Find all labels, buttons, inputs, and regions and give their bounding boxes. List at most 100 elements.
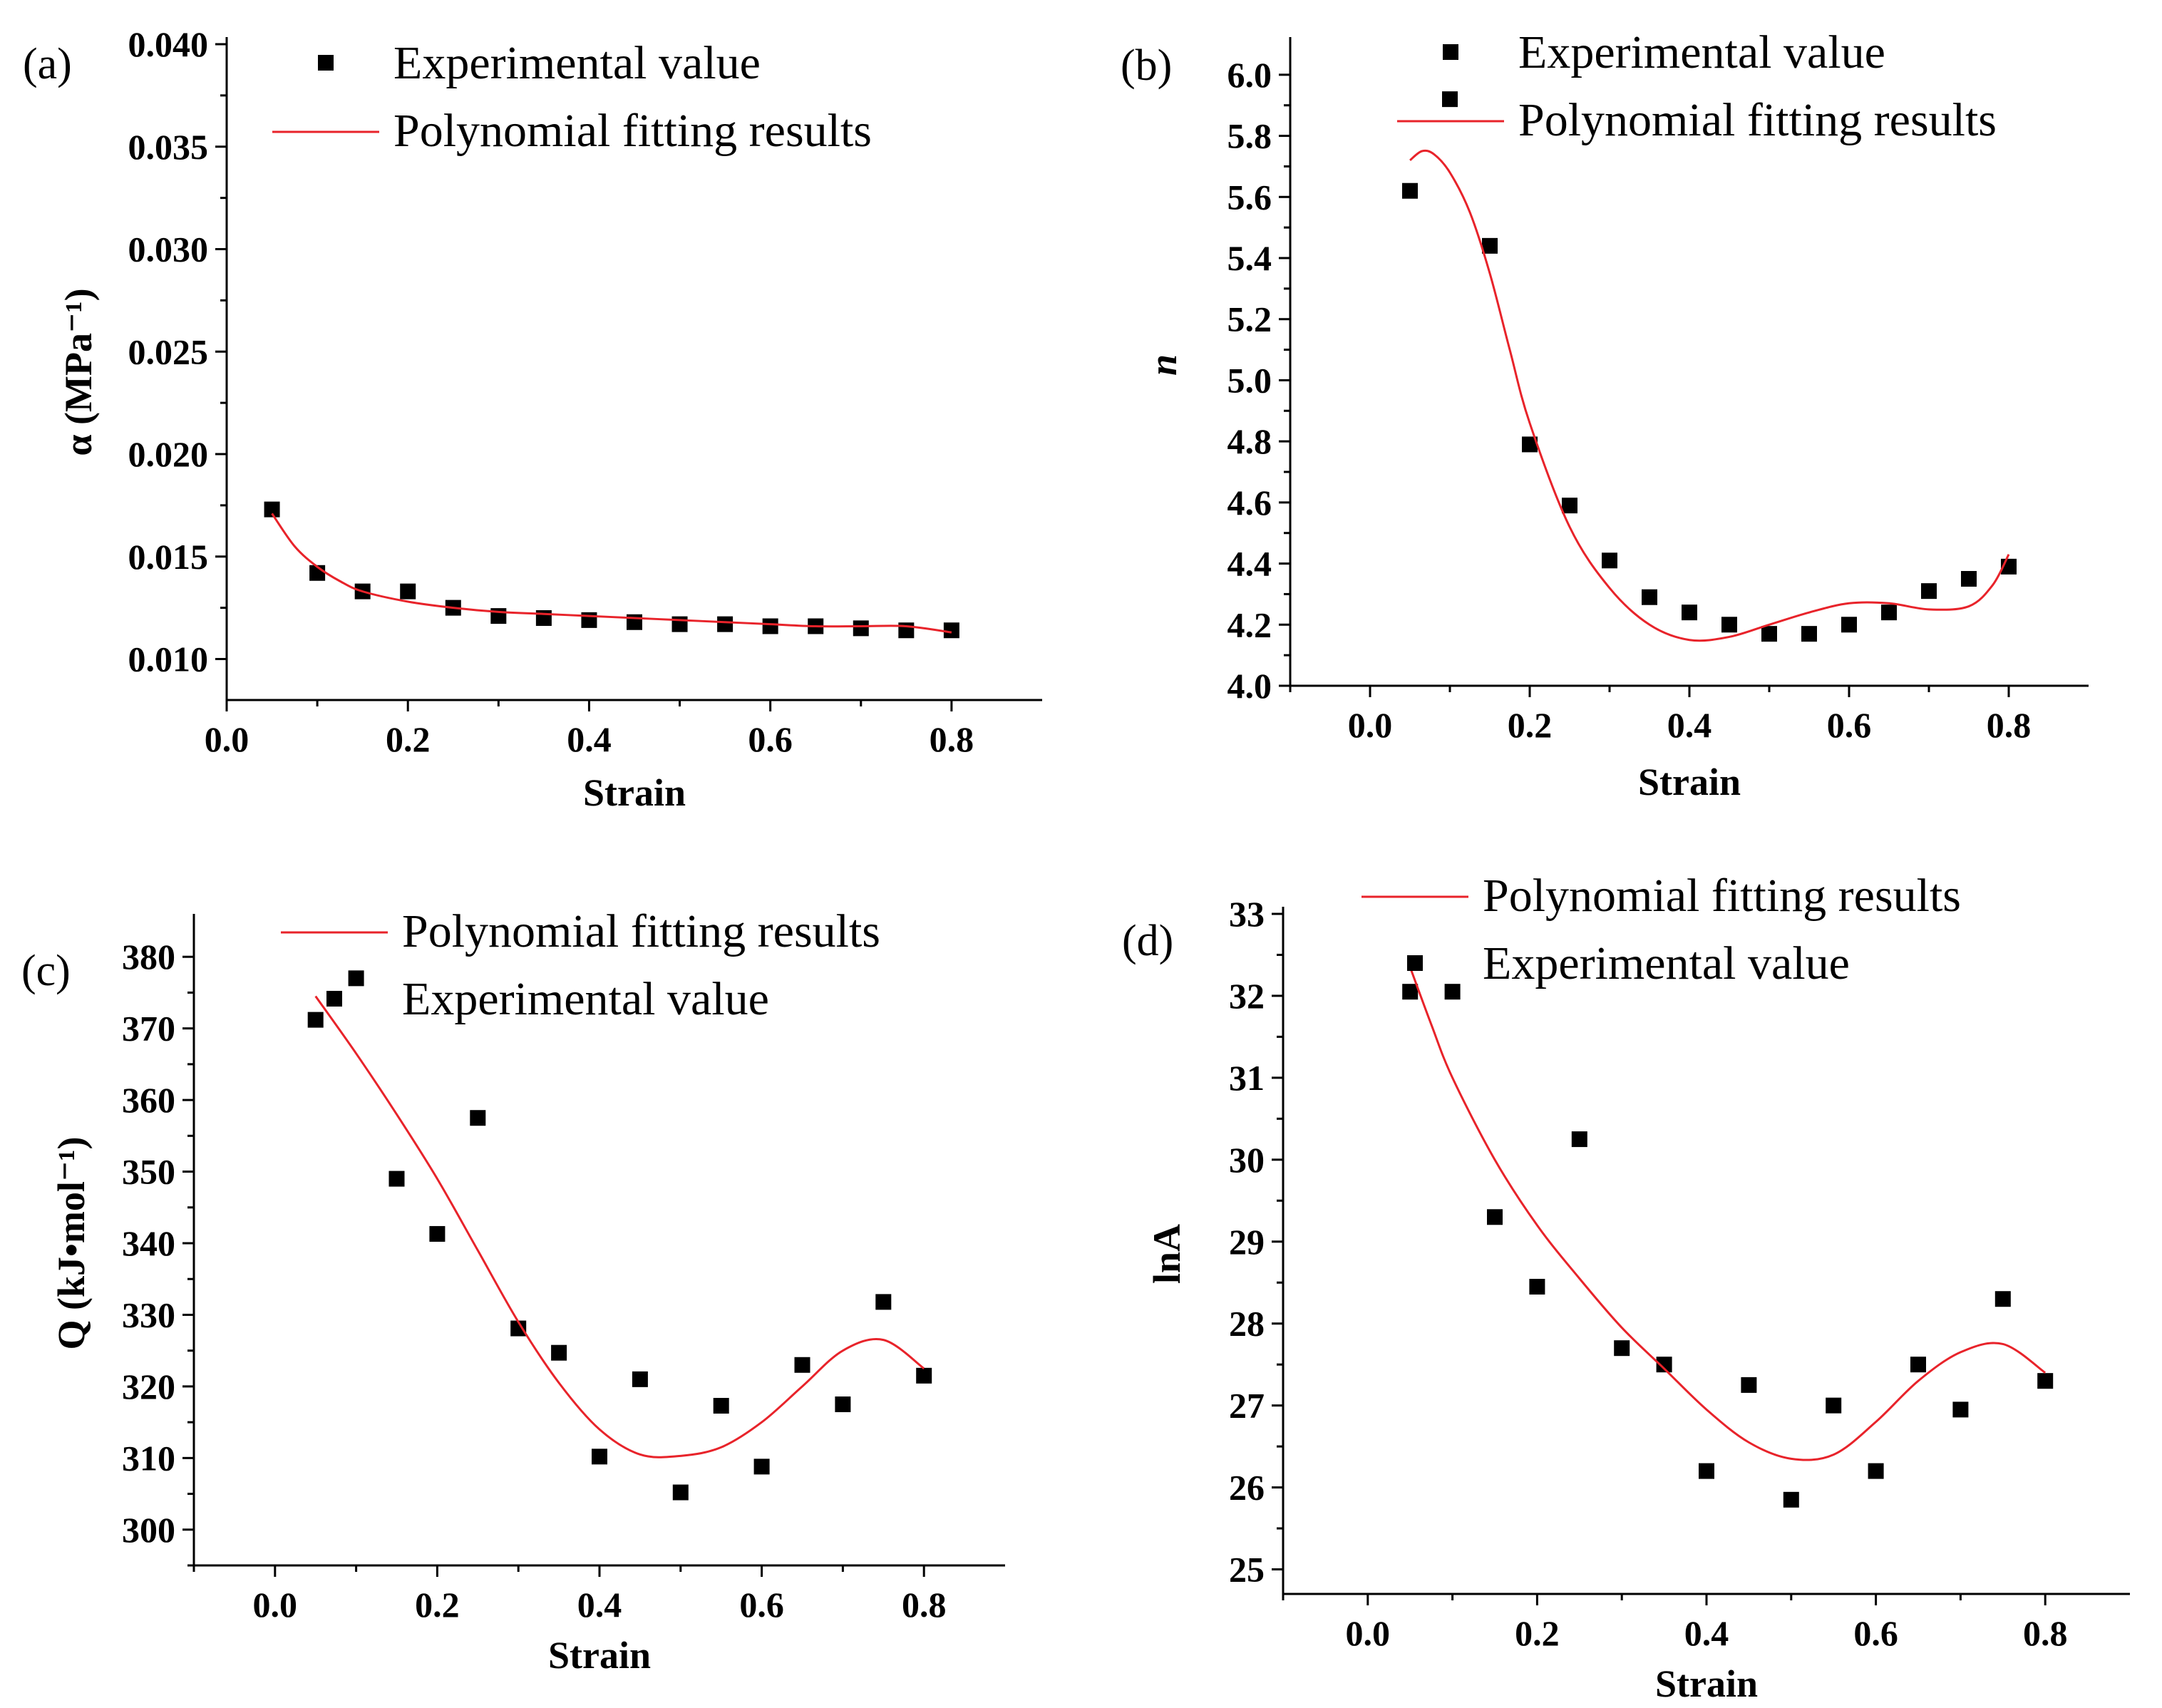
y-tick-label: 4.4 bbox=[1227, 544, 1272, 584]
x-axis-title: Strain bbox=[1638, 761, 1741, 803]
y-tick-label: 5.2 bbox=[1227, 299, 1272, 339]
y-tick-label: 6.0 bbox=[1227, 55, 1272, 95]
data-point bbox=[535, 610, 552, 626]
data-point bbox=[307, 1012, 324, 1028]
data-point bbox=[1656, 1357, 1672, 1373]
y-tick-label: 380 bbox=[122, 937, 175, 977]
y-tick-label: 27 bbox=[1229, 1386, 1265, 1426]
data-point bbox=[1952, 1401, 1969, 1418]
data-point bbox=[400, 583, 416, 600]
data-point bbox=[627, 614, 642, 630]
data-point bbox=[1562, 498, 1577, 514]
data-point bbox=[429, 1225, 446, 1242]
legend-swatch-marker bbox=[1407, 955, 1423, 971]
legend-entry: Experimental value bbox=[393, 37, 761, 89]
data-point bbox=[551, 1344, 567, 1361]
y-tick-label: 4.6 bbox=[1227, 483, 1272, 523]
data-point bbox=[1699, 1463, 1714, 1479]
legend-swatch-marker bbox=[318, 55, 334, 71]
x-tick-label: 0.8 bbox=[1987, 705, 2032, 745]
y-tick-label: 4.0 bbox=[1227, 666, 1272, 706]
y-tick-label: 33 bbox=[1229, 894, 1265, 934]
data-point bbox=[470, 1110, 486, 1126]
x-axis-title: Strain bbox=[548, 1634, 651, 1677]
x-tick-label: 0.2 bbox=[1515, 1613, 1560, 1653]
legend-entry: Experimental value bbox=[1483, 937, 1850, 989]
y-tick-label: 5.0 bbox=[1227, 360, 1272, 400]
y-tick-label: 32 bbox=[1229, 976, 1265, 1016]
y-tick-label: 29 bbox=[1229, 1222, 1265, 1262]
x-tick-label: 0.0 bbox=[1348, 705, 1393, 745]
data-point bbox=[1801, 626, 1817, 642]
y-tick-label: 320 bbox=[122, 1367, 175, 1406]
fit-curve bbox=[271, 513, 952, 634]
data-point bbox=[632, 1371, 648, 1387]
fit-curve bbox=[1409, 967, 2047, 1461]
data-point bbox=[1402, 182, 1418, 199]
data-point bbox=[717, 616, 733, 632]
x-tick-label: 0.6 bbox=[1827, 705, 1872, 745]
legend-entry: Polynomial fitting results bbox=[1518, 94, 1997, 146]
legend-swatch-marker bbox=[326, 991, 342, 1007]
y-tick-label: 25 bbox=[1229, 1550, 1265, 1590]
y-tick-label: 31 bbox=[1229, 1058, 1265, 1098]
data-point bbox=[671, 616, 688, 632]
data-point bbox=[1841, 617, 1857, 633]
y-tick-label: 0.035 bbox=[128, 127, 209, 167]
data-point bbox=[581, 612, 597, 628]
x-tick-label: 0.4 bbox=[577, 1585, 622, 1625]
data-point bbox=[835, 1396, 851, 1412]
y-tick-label: 4.8 bbox=[1227, 421, 1272, 461]
y-tick-label: 360 bbox=[122, 1080, 175, 1120]
y-tick-label: 0.025 bbox=[128, 331, 209, 371]
panel-label: (c) bbox=[21, 947, 71, 995]
data-point bbox=[1482, 237, 1498, 254]
y-axis-title: lnA bbox=[1146, 1224, 1188, 1284]
panel-c: 0.0 0.2 0.4 0.6 0.8 300 310 320 330 340 350 360 370 3… bbox=[21, 905, 1005, 1677]
y-tick-label: 310 bbox=[122, 1438, 175, 1478]
panel-d: 0.0 0.2 0.4 0.6 0.8 25 26 27 28 29 30 31 32 33 Strain l… bbox=[1122, 870, 2130, 1705]
panel-a: 0.0 0.2 0.4 0.6 0.8 0.010 0.015 0.020 0.025 0.030… bbox=[23, 24, 1042, 814]
data-point bbox=[753, 1459, 770, 1475]
legend-swatch-marker bbox=[1443, 44, 1458, 60]
x-tick-label: 0.2 bbox=[386, 719, 431, 759]
x-tick-label: 0.2 bbox=[1508, 705, 1553, 745]
y-tick-label: 0.015 bbox=[128, 537, 209, 577]
data-point bbox=[1761, 626, 1777, 642]
x-axis-title: Strain bbox=[583, 771, 686, 814]
y-axis-title: n bbox=[1142, 354, 1185, 376]
y-tick-label: 370 bbox=[122, 1009, 175, 1049]
data-point bbox=[1614, 1340, 1630, 1357]
panel-label: (d) bbox=[1122, 917, 1173, 965]
fit-curve bbox=[314, 995, 925, 1459]
legend-entry: Polynomial fitting results bbox=[393, 105, 872, 157]
x-tick-label: 0.0 bbox=[205, 719, 249, 759]
data-point bbox=[264, 501, 280, 518]
data-point bbox=[1910, 1357, 1926, 1373]
x-tick-label: 0.6 bbox=[748, 719, 793, 759]
y-tick-label: 5.6 bbox=[1227, 177, 1272, 217]
data-point bbox=[1881, 605, 1897, 621]
data-point bbox=[2037, 1373, 2054, 1389]
data-point bbox=[1487, 1209, 1503, 1225]
x-tick-label: 0.6 bbox=[739, 1585, 784, 1625]
y-tick-label: 350 bbox=[122, 1152, 175, 1192]
data-point bbox=[1442, 91, 1458, 108]
data-point bbox=[1571, 1131, 1587, 1148]
x-tick-label: 0.4 bbox=[1667, 705, 1712, 745]
data-point bbox=[1602, 552, 1617, 569]
y-tick-label: 0.020 bbox=[128, 434, 209, 474]
data-point bbox=[898, 622, 915, 639]
x-tick-label: 0.0 bbox=[253, 1585, 298, 1625]
data-point bbox=[916, 1367, 932, 1384]
panel-label: (b) bbox=[1121, 41, 1172, 90]
x-tick-label: 0.0 bbox=[1346, 1613, 1391, 1653]
x-tick-label: 0.8 bbox=[902, 1585, 947, 1625]
data-point bbox=[1783, 1491, 1799, 1508]
data-point bbox=[1721, 617, 1737, 633]
fit-curve bbox=[1409, 149, 2010, 642]
data-point bbox=[943, 622, 959, 639]
y-tick-label: 26 bbox=[1229, 1468, 1265, 1508]
x-tick-label: 0.2 bbox=[415, 1585, 460, 1625]
